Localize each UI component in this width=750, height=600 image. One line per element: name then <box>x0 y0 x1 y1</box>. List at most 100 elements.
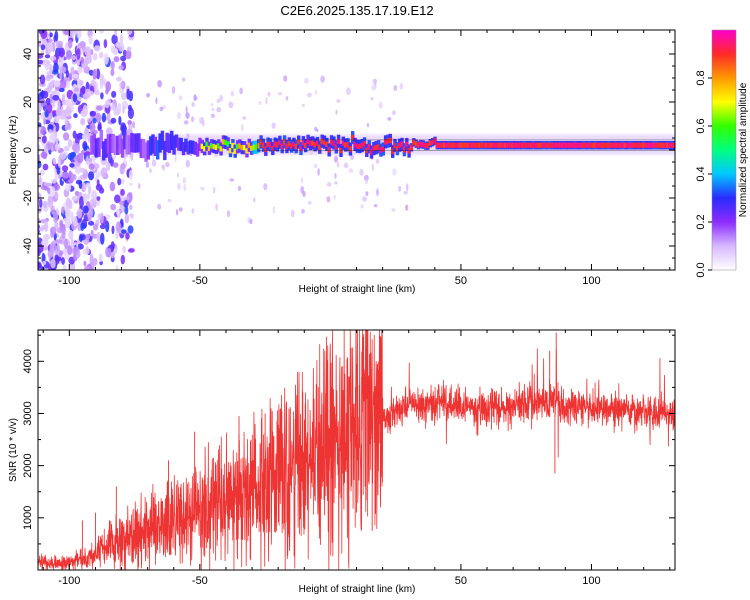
spectrogram-ridge-core <box>391 148 395 154</box>
spectrogram-noise-cell <box>88 220 95 226</box>
spectrogram-ridge-core <box>221 139 225 145</box>
spectrogram-ridge-core <box>614 142 618 148</box>
spectrogram-noise-cell <box>98 51 104 59</box>
spectrogram-noise-cell <box>57 156 61 168</box>
spectrogram-ridge-core <box>456 142 460 148</box>
spectrogram-noise-cell <box>83 192 88 204</box>
spectrogram-noise-cell <box>398 185 402 192</box>
spectrogram-noise-cell <box>267 91 271 97</box>
spectrogram-noise-cell <box>59 219 64 228</box>
spectrogram-noise-cell <box>88 171 95 181</box>
spectrogram-noise-cell <box>110 203 117 211</box>
spectrogram-ridge-core <box>635 142 639 148</box>
spectrogram-noise-cell <box>336 99 341 103</box>
spectrogram-ridge-core <box>590 142 594 148</box>
spectrogram-noise-cell <box>118 65 124 70</box>
spectrogram-ridge-core <box>259 139 263 145</box>
spectrogram-ridge-core <box>564 142 568 148</box>
spectrogram-noise-cell <box>302 190 306 198</box>
spectrogram-noise-cell <box>41 135 47 144</box>
spectrogram-noise-cell <box>366 123 370 128</box>
spectrogram-noise-cell <box>38 42 42 47</box>
spectrogram-noise-cell <box>249 218 253 225</box>
spectrogram-ridge-core <box>299 145 303 152</box>
spectrogram-ridge-core <box>369 149 373 155</box>
spectrogram-noise-cell <box>159 106 164 112</box>
spectrogram-noise-cell <box>38 174 41 180</box>
spectrogram-noise-cell <box>326 196 331 203</box>
spectrogram-noise-cell <box>67 139 73 148</box>
spectrogram-ridge-core <box>489 142 493 148</box>
spectrogram-ridge-core <box>644 142 648 148</box>
spectrogram-ridge-core <box>362 141 366 147</box>
spectrogram-noise-cell <box>124 205 129 215</box>
spectrogram-noise-cell <box>229 178 235 182</box>
spectrogram-ridge-core <box>640 142 644 148</box>
spectrogram-ridge-core <box>428 140 432 146</box>
spectrogram-noise-cell <box>53 183 60 191</box>
spectrogram-noise-cell <box>87 118 92 123</box>
spectrogram-noise-cell <box>116 76 122 82</box>
spectrogram-ridge-core <box>280 143 284 150</box>
spectrogram-noise-cell <box>76 48 81 60</box>
spectrogram-noise-cell <box>110 60 115 70</box>
spectrogram-ridge-core <box>517 142 521 148</box>
spectrogram-noise-cell <box>71 73 79 78</box>
spectrogram-noise-cell <box>371 163 374 172</box>
spectrogram-ridge-cell <box>102 141 106 161</box>
spectrogram-ridge-core <box>539 142 543 148</box>
spectrogram-ridge-cell <box>113 135 118 155</box>
spectrogram-noise-cell <box>239 87 243 95</box>
spectrogram-ridge-cell <box>186 141 190 155</box>
spectrogram-ridge-core <box>484 142 489 148</box>
spectrogram-noise-cell <box>122 245 126 253</box>
spectrogram-y-tick-label: 20 <box>22 96 34 108</box>
spectrogram-noise-cell <box>99 73 105 85</box>
spectrogram-noise-cell <box>52 94 60 101</box>
spectrogram-noise-cell <box>95 68 101 80</box>
spectrogram-noise-cell <box>113 108 120 116</box>
spectrogram-ridge-core <box>510 142 514 148</box>
spectrogram-noise-cell <box>49 56 57 61</box>
spectrogram-noise-cell <box>191 208 195 214</box>
spectrogram-x-tick-label: -100 <box>58 275 80 287</box>
spectrogram-noise-cell <box>403 191 408 195</box>
spectrogram-noise-cell <box>98 253 103 263</box>
spectrogram-ridge-core <box>315 140 319 147</box>
spectrogram-noise-cell <box>114 194 121 204</box>
spectrogram-noise-cell <box>59 78 67 90</box>
spectrogram-ridge-core <box>348 146 352 152</box>
spectrogram-noise-cell <box>200 186 205 191</box>
spectrogram-noise-cell <box>53 80 61 88</box>
spectrogram-ridge-core <box>548 142 552 148</box>
spectrogram-noise-cell <box>47 249 54 259</box>
spectrogram-noise-cell <box>42 163 49 171</box>
spectrogram-ridge-core <box>341 140 345 146</box>
spectrogram-ridge-core <box>595 142 599 148</box>
spectrogram-ridge-core <box>520 142 524 148</box>
spectrogram-noise-cell <box>129 204 133 210</box>
spectrogram-noise-cell <box>174 154 177 163</box>
spectrogram-noise-cell <box>49 186 56 197</box>
spectrogram-noise-cell <box>92 69 97 80</box>
spectrogram-noise-cell <box>365 178 368 185</box>
spectrogram-noise-cell <box>124 214 130 224</box>
spectrogram-noise-cell <box>113 47 119 56</box>
spectrogram-ridge-core <box>423 143 428 149</box>
spectrogram-ridge-core <box>604 142 608 148</box>
spectrogram-ridge-cell <box>118 134 122 154</box>
spectrogram-noise-cell <box>61 257 65 265</box>
spectrogram-ridge-core <box>654 142 658 148</box>
spectrogram-noise-cell <box>51 205 55 215</box>
spectrogram-noise-cell <box>157 80 163 88</box>
snr-x-tick-label: -50 <box>192 575 208 587</box>
spectrogram-ridge-cell <box>174 134 179 148</box>
spectrogram-ridge-core <box>261 142 265 148</box>
spectrogram-ridge-core <box>271 145 275 152</box>
spectrogram-noise-cell <box>119 204 125 213</box>
spectrogram-ridge-core <box>438 142 442 148</box>
spectrogram-noise-cell <box>240 123 244 132</box>
spectrogram-noise-cell <box>61 229 66 239</box>
spectrogram-ridge-core <box>672 142 675 148</box>
spectrogram-ridge-core <box>609 142 613 148</box>
